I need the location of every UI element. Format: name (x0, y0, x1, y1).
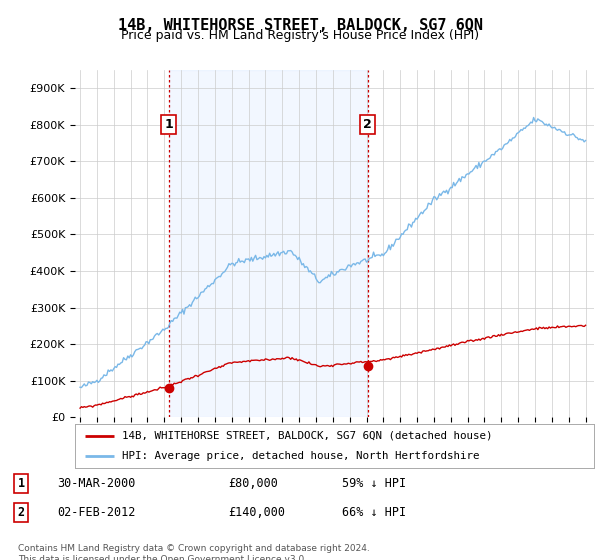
Text: 66% ↓ HPI: 66% ↓ HPI (342, 506, 406, 519)
Text: £140,000: £140,000 (228, 506, 285, 519)
Text: 14B, WHITEHORSE STREET, BALDOCK, SG7 6QN (detached house): 14B, WHITEHORSE STREET, BALDOCK, SG7 6QN… (122, 431, 492, 441)
Text: 1: 1 (164, 118, 173, 132)
Bar (169, 70, 368, 417)
Text: 02-FEB-2012: 02-FEB-2012 (57, 506, 136, 519)
Text: 30-MAR-2000: 30-MAR-2000 (57, 477, 136, 490)
Text: 1: 1 (17, 477, 25, 490)
Text: 2: 2 (17, 506, 25, 519)
Text: Contains HM Land Registry data © Crown copyright and database right 2024.
This d: Contains HM Land Registry data © Crown c… (18, 544, 370, 560)
Text: 14B, WHITEHORSE STREET, BALDOCK, SG7 6QN: 14B, WHITEHORSE STREET, BALDOCK, SG7 6QN (118, 18, 482, 33)
Text: HPI: Average price, detached house, North Hertfordshire: HPI: Average price, detached house, Nort… (122, 451, 479, 461)
Text: Price paid vs. HM Land Registry's House Price Index (HPI): Price paid vs. HM Land Registry's House … (121, 29, 479, 42)
Text: 2: 2 (364, 118, 372, 132)
Text: 59% ↓ HPI: 59% ↓ HPI (342, 477, 406, 490)
Text: £80,000: £80,000 (228, 477, 278, 490)
